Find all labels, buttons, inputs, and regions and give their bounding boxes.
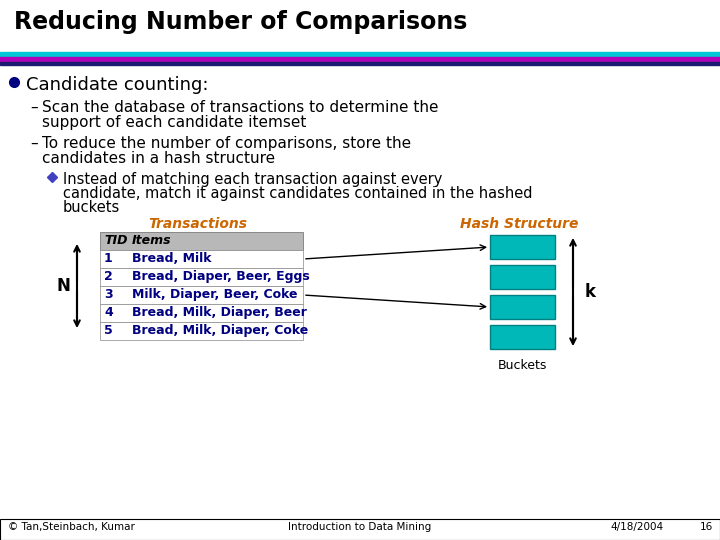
Text: –: – [30,100,37,115]
Bar [100,286,303,304]
Bar [100,322,303,340]
Text: –: – [30,136,37,151]
Text: Scan the database of transactions to determine the: Scan the database of transactions to det… [42,100,438,115]
Text: N: N [56,277,70,295]
Bar [100,232,303,250]
Text: Bread, Milk: Bread, Milk [132,252,212,265]
Text: TID: TID [104,234,127,247]
Text: support of each candidate itemset: support of each candidate itemset [42,115,307,130]
Bar [0,519,720,540]
Text: Reducing Number of Comparisons: Reducing Number of Comparisons [14,10,467,34]
Text: Instead of matching each transaction against every: Instead of matching each transaction aga… [63,172,442,187]
Text: 16: 16 [700,522,714,532]
Bar [100,250,303,268]
Text: k: k [585,283,596,301]
Text: Transactions: Transactions [148,217,247,231]
Bar [0,62,720,65]
Text: candidates in a hash structure: candidates in a hash structure [42,151,275,166]
Text: Items: Items [132,234,171,247]
Bar [490,295,555,319]
Text: buckets: buckets [63,200,120,215]
Text: Introduction to Data Mining: Introduction to Data Mining [289,522,431,532]
Text: 4: 4 [104,306,113,319]
Text: Hash Structure: Hash Structure [460,217,578,231]
Bar [100,304,303,322]
Text: Milk, Diaper, Beer, Coke: Milk, Diaper, Beer, Coke [132,288,297,301]
Text: 5: 5 [104,324,113,337]
Text: Buckets: Buckets [498,359,547,372]
Text: 2: 2 [104,270,113,283]
Text: Bread, Diaper, Beer, Eggs: Bread, Diaper, Beer, Eggs [132,270,310,283]
Text: © Tan,Steinbach, Kumar: © Tan,Steinbach, Kumar [8,522,135,532]
Text: Bread, Milk, Diaper, Beer: Bread, Milk, Diaper, Beer [132,306,307,319]
Bar [0,57,720,62]
Bar [490,235,555,259]
Bar [0,52,720,57]
Text: Candidate counting:: Candidate counting: [26,76,209,94]
Text: candidate, match it against candidates contained in the hashed: candidate, match it against candidates c… [63,186,533,201]
Bar [490,325,555,349]
Text: 3: 3 [104,288,112,301]
Bar [490,265,555,289]
Text: To reduce the number of comparisons, store the: To reduce the number of comparisons, sto… [42,136,411,151]
Text: Bread, Milk, Diaper, Coke: Bread, Milk, Diaper, Coke [132,324,308,337]
Bar [100,268,303,286]
Text: 1: 1 [104,252,113,265]
Text: 4/18/2004: 4/18/2004 [610,522,663,532]
